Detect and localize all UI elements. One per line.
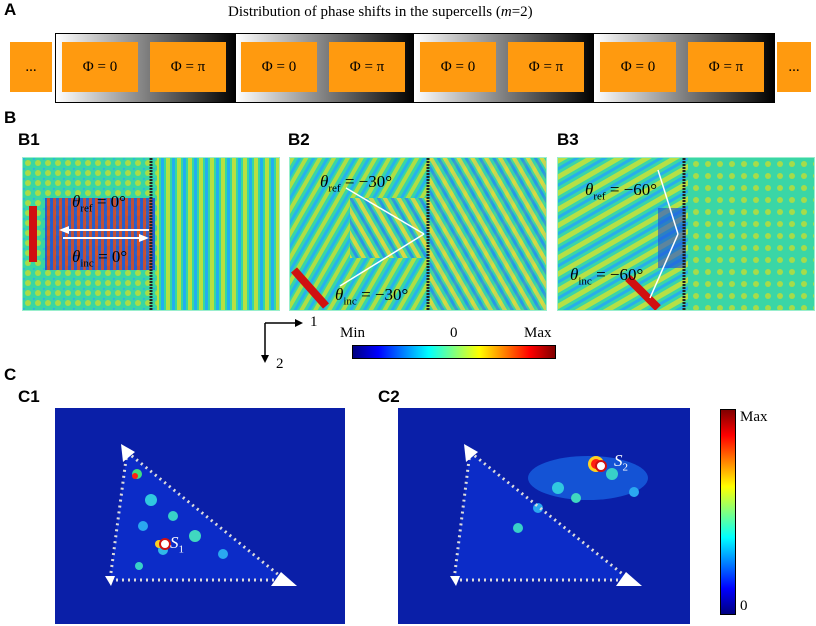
field-map-b1 xyxy=(22,157,280,311)
colorbar-mid-label: 0 xyxy=(450,325,458,341)
intensity-colorbar-max: Max xyxy=(740,409,768,425)
axis-arrows-icon xyxy=(261,319,303,363)
panel-label-c2: C2 xyxy=(378,387,400,406)
phase-cell: Φ = 0 xyxy=(420,42,496,92)
intensity-map-c1 xyxy=(55,408,345,624)
field-map-b3 xyxy=(557,157,815,311)
source-s2-label: S2 xyxy=(614,451,628,474)
theta-inc-b2: θinc = −30° xyxy=(335,285,409,308)
phase-cell: Φ = π xyxy=(150,42,226,92)
axis-2-label: 2 xyxy=(276,356,284,372)
intensity-colorbar xyxy=(720,409,736,615)
ellipsis-right: ... xyxy=(777,42,811,92)
panel-label-b2: B2 xyxy=(288,130,310,149)
intensity-map-c2 xyxy=(398,408,690,624)
axis-1-label: 1 xyxy=(310,314,318,330)
panel-label-a: A xyxy=(4,0,17,19)
phase-cell: Φ = π xyxy=(329,42,405,92)
ellipsis-left: ... xyxy=(10,42,52,92)
theta-ref-b2: θref = −30° xyxy=(320,172,393,195)
panel-label-b3: B3 xyxy=(557,130,579,149)
panel-label-b1: B1 xyxy=(18,130,40,149)
colorbar-min-label: Min xyxy=(340,325,366,341)
intensity-colorbar-min: 0 xyxy=(740,598,748,614)
colorbar-max-label: Max xyxy=(524,325,552,341)
phase-cell: Φ = 0 xyxy=(600,42,676,92)
panel-label-c1: C1 xyxy=(18,387,40,406)
field-colorbar xyxy=(352,345,556,359)
phase-cell: Φ = π xyxy=(508,42,584,92)
panel-a-title: Distribution of phase shifts in the supe… xyxy=(228,4,533,20)
theta-inc-b1: θinc = 0° xyxy=(72,247,128,270)
phase-cell: Φ = 0 xyxy=(241,42,317,92)
phase-cell: Φ = π xyxy=(688,42,764,92)
theta-inc-b3: θinc = −60° xyxy=(570,265,644,288)
theta-ref-b1: θref = 0° xyxy=(72,192,126,215)
field-map-b2 xyxy=(289,157,547,311)
source-s1-label: S1 xyxy=(170,533,184,556)
panel-label-c: C xyxy=(4,365,17,384)
phase-cell: Φ = 0 xyxy=(62,42,138,92)
panel-label-b: B xyxy=(4,108,17,127)
theta-ref-b3: θref = −60° xyxy=(585,180,658,203)
